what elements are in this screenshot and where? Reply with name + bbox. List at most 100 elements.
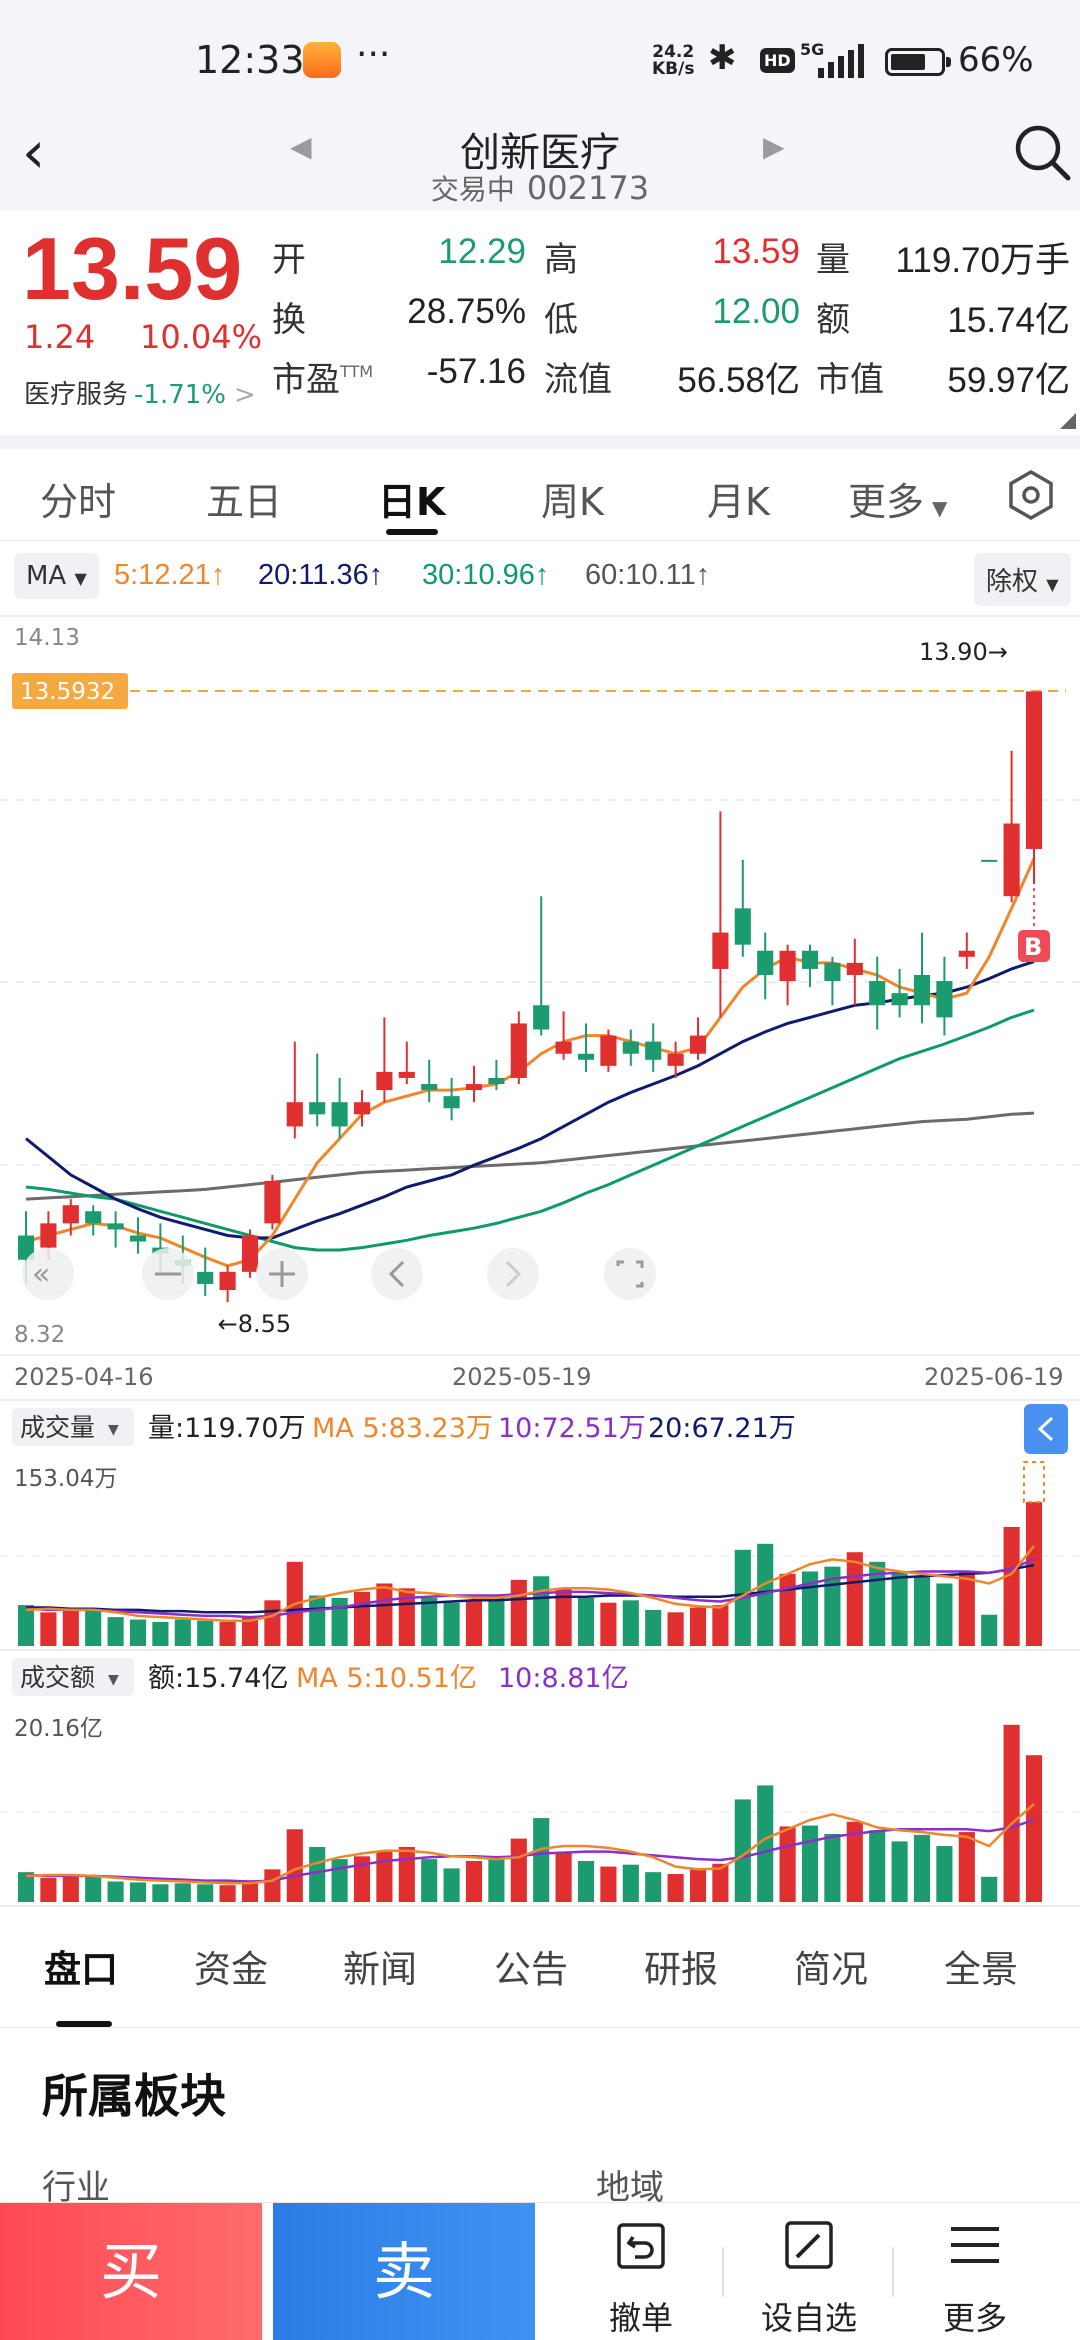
amount-value: 15.74亿 bbox=[947, 301, 1070, 340]
stock-code: 002173 bbox=[526, 169, 650, 207]
double-chevron-left-icon: « bbox=[32, 1257, 50, 1292]
tab-five-day[interactable]: 五日 bbox=[206, 480, 283, 524]
candle-body bbox=[107, 1223, 124, 1230]
amount-y-top-label: 20.16亿 bbox=[14, 1716, 103, 1742]
bar bbox=[85, 1609, 102, 1646]
bar bbox=[712, 1605, 729, 1646]
chart-next-button[interactable] bbox=[487, 1248, 539, 1300]
buy-button[interactable]: 买 bbox=[0, 2203, 262, 2340]
sell-button[interactable]: 卖 bbox=[273, 2203, 535, 2340]
region-label: 地域 bbox=[596, 2168, 664, 2208]
next-stock-icon[interactable]: ▶ bbox=[763, 130, 785, 163]
ma60-line bbox=[25, 1111, 1035, 1201]
tab-overview[interactable]: 全景 bbox=[944, 1948, 1018, 1991]
amount-ma5-line bbox=[25, 1803, 1035, 1885]
tab-more[interactable]: 更多 ▼ bbox=[848, 480, 948, 524]
bar bbox=[555, 1852, 572, 1902]
tab-daily-k[interactable]: 日K bbox=[378, 480, 446, 524]
bar bbox=[443, 1602, 460, 1646]
tab-capital[interactable]: 资金 bbox=[194, 1948, 268, 1991]
sector-link[interactable]: 医疗服务 -1.71% > bbox=[24, 374, 256, 411]
candle-body bbox=[555, 1041, 572, 1054]
bar bbox=[174, 1619, 191, 1646]
candle bbox=[1025, 691, 1043, 885]
search-icon[interactable] bbox=[1012, 122, 1072, 182]
zoom-out-button[interactable] bbox=[142, 1248, 194, 1300]
candle bbox=[734, 859, 751, 957]
ma5-value: 5:12.21↑ bbox=[114, 559, 226, 591]
expand-corner-icon[interactable] bbox=[1060, 413, 1076, 429]
candle-body bbox=[309, 1102, 326, 1115]
chart-fullscreen-button[interactable] bbox=[604, 1248, 656, 1300]
adjust-selector[interactable]: 除权 ▼ bbox=[974, 553, 1071, 606]
bar bbox=[62, 1874, 79, 1902]
candle bbox=[286, 1041, 303, 1139]
bar bbox=[622, 1864, 639, 1902]
candle-body bbox=[488, 1077, 505, 1085]
candle-body bbox=[600, 1035, 617, 1066]
period-tabs: 分时 五日 日K 周K 月K 更多 ▼ bbox=[0, 449, 1080, 541]
tab-intraday[interactable]: 分时 bbox=[40, 480, 117, 524]
menu-icon bbox=[951, 2227, 999, 2263]
tab-news[interactable]: 新闻 bbox=[343, 1948, 417, 1991]
ma-selector[interactable]: MA ▼ bbox=[14, 553, 99, 599]
candle bbox=[600, 1029, 617, 1072]
add-watchlist-button[interactable]: 设自选 bbox=[724, 2203, 894, 2340]
candle-body bbox=[510, 1023, 527, 1078]
back-icon[interactable]: ‹ bbox=[22, 118, 46, 186]
candle-body bbox=[622, 1041, 639, 1054]
tab-weekly-k[interactable]: 周K bbox=[541, 480, 604, 524]
tab-monthly-k[interactable]: 月K bbox=[707, 480, 770, 524]
net-speed: 24.2 KB/s bbox=[652, 44, 694, 78]
ma20-line bbox=[25, 960, 1035, 1240]
prev-stock-icon[interactable]: ◀ bbox=[290, 130, 312, 163]
settings-hex-icon[interactable] bbox=[1005, 469, 1057, 521]
cancel-order-button[interactable]: 撤单 bbox=[556, 2203, 726, 2340]
bar bbox=[510, 1579, 527, 1646]
turnover-label: 换 bbox=[272, 300, 306, 340]
bluetooth-icon: ✱ bbox=[708, 38, 737, 78]
more-button[interactable]: 更多 bbox=[890, 2203, 1060, 2340]
candle bbox=[85, 1205, 102, 1236]
bar bbox=[197, 1884, 214, 1902]
candle-body bbox=[1025, 691, 1043, 849]
amount-label: 额 bbox=[816, 300, 850, 340]
section-title: 所属板块 bbox=[42, 2069, 226, 2123]
x-label-end: 2025-06-19 bbox=[924, 1363, 1063, 1391]
caret-down-icon: ▼ bbox=[108, 1672, 119, 1688]
max-price-annotation: 13.90→ bbox=[919, 638, 1008, 666]
candle bbox=[197, 1247, 214, 1297]
ma30-value: 30:10.96↑ bbox=[422, 559, 550, 591]
volume-selector[interactable]: 成交量 ▼ bbox=[12, 1408, 134, 1446]
candle-body bbox=[846, 962, 863, 975]
candle bbox=[846, 938, 863, 1006]
collapse-panel-button[interactable] bbox=[1024, 1404, 1068, 1454]
volume-plot bbox=[17, 1461, 1046, 1646]
bar bbox=[1003, 1724, 1020, 1902]
zoom-in-button[interactable] bbox=[256, 1248, 308, 1300]
bar bbox=[622, 1600, 639, 1646]
tab-profile[interactable]: 简况 bbox=[794, 1948, 868, 1991]
bar bbox=[981, 1614, 998, 1646]
tab-research[interactable]: 研报 bbox=[644, 1948, 718, 1991]
active-tab-indicator bbox=[386, 529, 438, 535]
amount-selector[interactable]: 成交额 ▼ bbox=[12, 1658, 134, 1696]
chart-prev-button[interactable] bbox=[371, 1248, 423, 1300]
bar bbox=[219, 1621, 236, 1646]
candle bbox=[712, 811, 729, 1018]
tab-order-book[interactable]: 盘口 bbox=[44, 1948, 118, 1991]
bar bbox=[824, 1566, 841, 1646]
candle-body bbox=[376, 1071, 393, 1091]
kline-chart-area[interactable]: 14.13 8.32 13.5932 13.90→ ←8.55 B « 2025 bbox=[0, 610, 1080, 1910]
tab-announcements[interactable]: 公告 bbox=[494, 1948, 568, 1991]
bar bbox=[241, 1617, 259, 1646]
market-cap-label: 市值 bbox=[816, 360, 884, 400]
bar bbox=[465, 1600, 483, 1646]
chart-rewind-button[interactable]: « bbox=[22, 1248, 74, 1300]
bar bbox=[129, 1619, 147, 1646]
bar bbox=[734, 1799, 751, 1902]
volume-label: 量 bbox=[816, 240, 850, 280]
candle-body bbox=[40, 1223, 57, 1248]
candle bbox=[129, 1217, 147, 1254]
pe-value: -57.16 bbox=[426, 352, 526, 391]
